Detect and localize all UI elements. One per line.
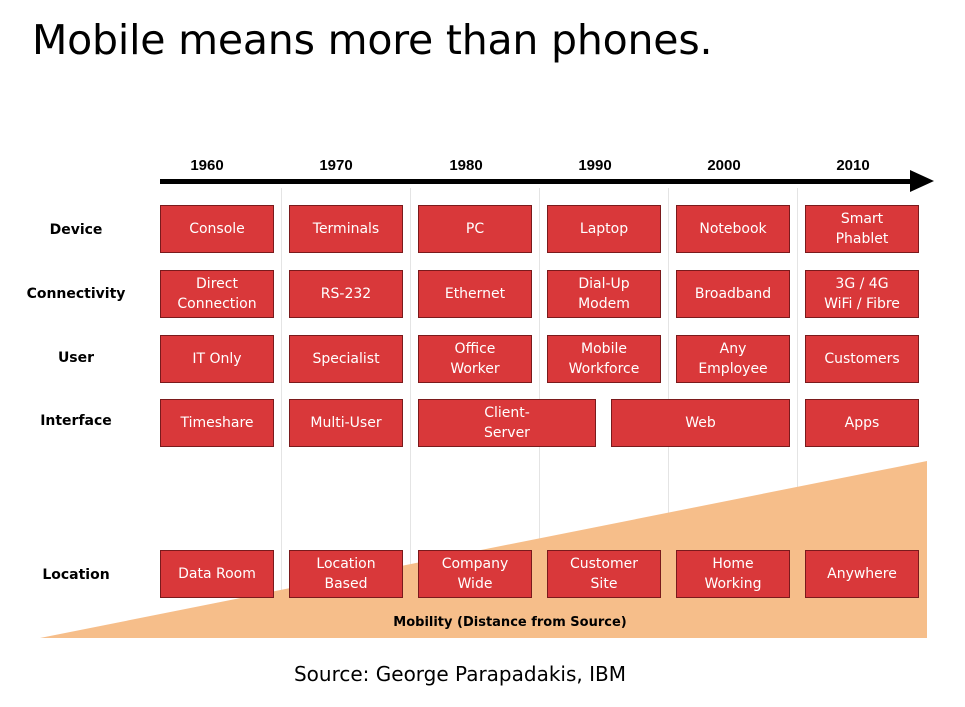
column-divider	[281, 188, 282, 598]
user-box: Customers	[805, 335, 919, 383]
user-box: Specialist	[289, 335, 403, 383]
location-box: Location Based	[289, 550, 403, 598]
connectivity-box: Ethernet	[418, 270, 532, 318]
location-box: Data Room	[160, 550, 274, 598]
location-box: Customer Site	[547, 550, 661, 598]
user-box: IT Only	[160, 335, 274, 383]
user-box: Mobile Workforce	[547, 335, 661, 383]
location-box: Company Wide	[418, 550, 532, 598]
column-divider	[668, 188, 669, 598]
mobility-label: Mobility (Distance from Source)	[393, 615, 627, 630]
row-label-interface: Interface	[40, 413, 112, 429]
row-label-location: Location	[42, 567, 110, 583]
column-divider	[797, 188, 798, 598]
column-divider	[410, 188, 411, 598]
page-title: Mobile means more than phones.	[32, 16, 713, 64]
device-box: Laptop	[547, 205, 661, 253]
interface-box: Web	[611, 399, 790, 447]
interface-box: Client- Server	[418, 399, 596, 447]
year-1980: 1980	[449, 157, 483, 174]
timeline-arrow-head	[910, 170, 934, 192]
connectivity-box: RS-232	[289, 270, 403, 318]
column-divider	[539, 188, 540, 598]
user-box: Any Employee	[676, 335, 790, 383]
interface-box: Apps	[805, 399, 919, 447]
device-box: Terminals	[289, 205, 403, 253]
year-2010: 2010	[836, 157, 870, 174]
year-1990: 1990	[578, 157, 612, 174]
row-label-user: User	[57, 350, 95, 366]
year-1960: 1960	[190, 157, 224, 174]
row-label-connectivity: Connectivity	[26, 286, 126, 302]
source-caption: Source: George Parapadakis, IBM	[293, 662, 626, 686]
connectivity-box: Direct Connection	[160, 270, 274, 318]
year-2000: 2000	[707, 157, 741, 174]
location-box: Anywhere	[805, 550, 919, 598]
row-label-device: Device	[49, 222, 103, 238]
user-box: Office Worker	[418, 335, 532, 383]
connectivity-box: Broadband	[676, 270, 790, 318]
device-box: Smart Phablet	[805, 205, 919, 253]
year-1970: 1970	[319, 157, 353, 174]
connectivity-box: 3G / 4G WiFi / Fibre	[805, 270, 919, 318]
interface-box: Timeshare	[160, 399, 274, 447]
interface-box: Multi-User	[289, 399, 403, 447]
device-box: Console	[160, 205, 274, 253]
location-box: Home Working	[676, 550, 790, 598]
device-box: PC	[418, 205, 532, 253]
connectivity-box: Dial-Up Modem	[547, 270, 661, 318]
device-box: Notebook	[676, 205, 790, 253]
timeline-arrow-shaft	[160, 179, 912, 184]
